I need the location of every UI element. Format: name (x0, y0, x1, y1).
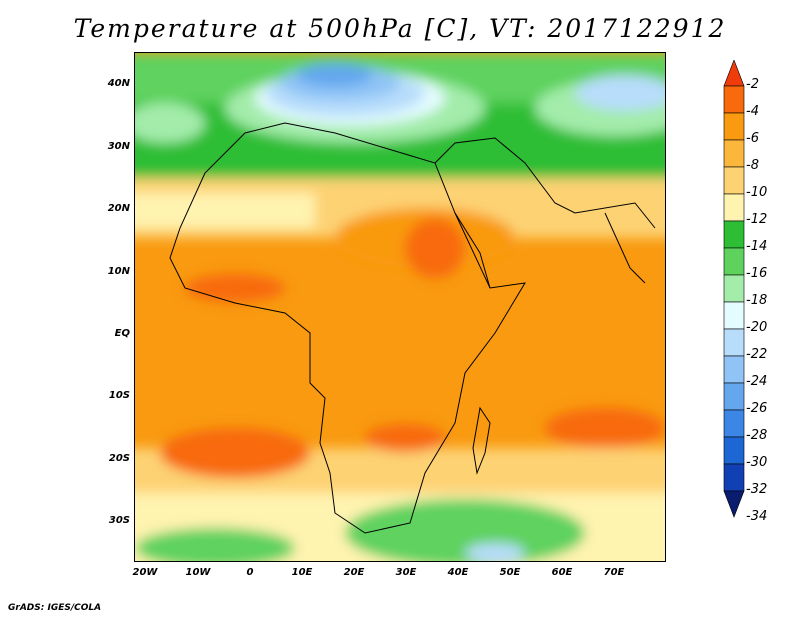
lon-label-70e: 70E (603, 567, 625, 578)
colorbar-bin (723, 382, 745, 411)
lat-label-eq: EQ (114, 328, 130, 339)
colorbar-bin (723, 328, 745, 357)
colorbar-label: -8 (746, 158, 759, 173)
colorbar-bin (723, 112, 745, 141)
temperature-field (135, 53, 665, 561)
colorbar-label: -18 (746, 293, 768, 308)
map-panel (134, 52, 666, 562)
colorbar-label: -30 (746, 455, 768, 470)
colorbar-bin (723, 436, 745, 465)
colorbar-label: -22 (746, 347, 768, 362)
colorbar-label: -16 (746, 266, 768, 281)
map-title: Temperature at 500hPa [C], VT: 201712291… (73, 14, 727, 43)
colorbar-label: -24 (746, 374, 768, 389)
lat-label-20n: 20N (107, 203, 130, 214)
colorbar-arrow-top (723, 60, 745, 87)
colorbar-bin (723, 463, 745, 492)
colorbar-label: -20 (746, 320, 768, 335)
colorbar-bin (723, 139, 745, 168)
lat-label-40n: 40N (107, 78, 130, 89)
lon-label-50e: 50E (499, 567, 521, 578)
colorbar-label: -4 (746, 104, 759, 119)
lon-label-20w: 20W (132, 567, 158, 578)
lon-label-10e: 10E (291, 567, 313, 578)
lat-label-10n: 10N (107, 266, 130, 277)
colorbar-bin (723, 247, 745, 276)
lat-label-10s: 10S (108, 390, 130, 401)
colorbar-label: -14 (746, 239, 768, 254)
lat-label-30s: 30S (108, 515, 130, 526)
colorbar-bin (723, 355, 745, 384)
colorbar-bin (723, 85, 745, 114)
lat-label-30n: 30N (107, 141, 130, 152)
colorbar-label: -26 (746, 401, 768, 416)
colorbar-label: -28 (746, 428, 768, 443)
colorbar-label: -34 (746, 509, 768, 524)
colorbar-arrow-bottom (723, 490, 745, 518)
colorbar-label: -10 (746, 185, 768, 200)
colorbar-bin (723, 409, 745, 438)
lon-label-40e: 40E (447, 567, 469, 578)
colorbar-label: -12 (746, 212, 768, 227)
lon-label-20e: 20E (343, 567, 365, 578)
lon-label-30e: 30E (395, 567, 417, 578)
colorbar-label: -2 (746, 77, 759, 92)
colorbar-label: -32 (746, 482, 768, 497)
colorbar-label: -6 (746, 131, 759, 146)
colorbar-bin (723, 301, 745, 330)
grads-credit: GrADS: IGES/COLA (8, 603, 102, 613)
colorbar (723, 60, 745, 518)
lat-label-20s: 20S (108, 453, 130, 464)
colorbar-bin (723, 193, 745, 222)
lon-label-60e: 60E (551, 567, 573, 578)
lon-label-0: 0 (246, 567, 254, 578)
colorbar-bin (723, 274, 745, 303)
colorbar-bin (723, 166, 745, 195)
lon-label-10w: 10W (185, 567, 211, 578)
colorbar-bin (723, 220, 745, 249)
